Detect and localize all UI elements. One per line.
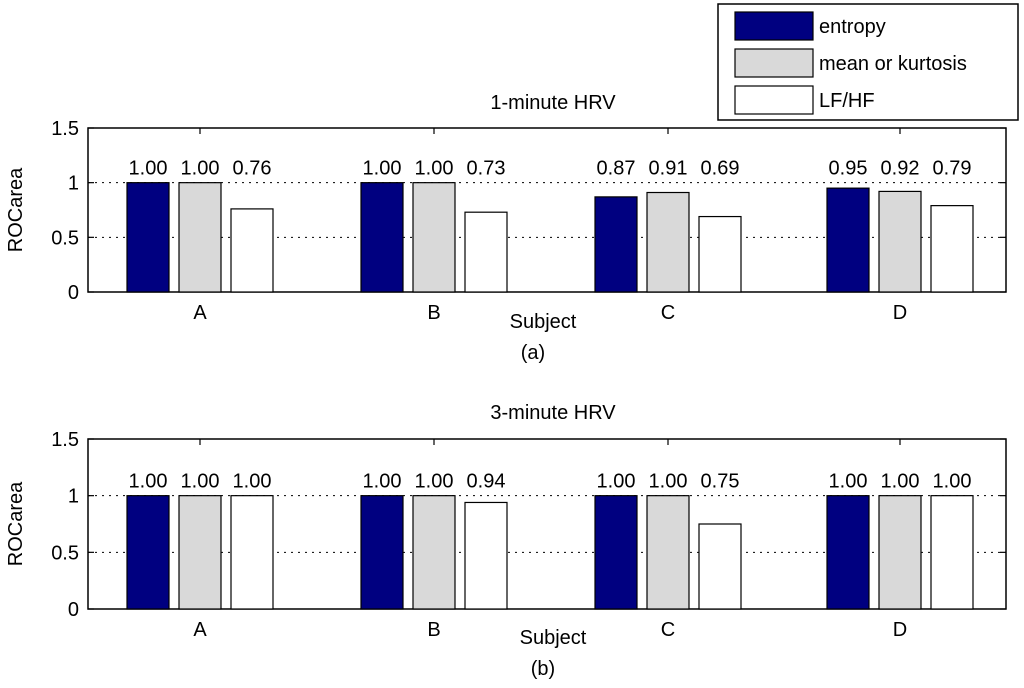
chart-title: 3-minute HRV xyxy=(490,402,616,424)
data-label: 1.00 xyxy=(415,158,454,180)
legend-label: LF/HF xyxy=(819,90,875,112)
data-label: 1.00 xyxy=(363,471,402,493)
y-axis-label: ROCarea xyxy=(5,167,27,252)
bar-lf-hf-a xyxy=(230,208,274,293)
legend-swatch xyxy=(734,48,814,78)
x-tick-label: D xyxy=(893,302,907,324)
data-label: 1.00 xyxy=(649,471,688,493)
chart-3-minute-hrv: 0 0.5 1 1.5 A 1.00 1.00 1.00 B 1.00 1.00 0.94 C 1.00 1… xyxy=(5,402,1007,680)
y-tick-label: 1 xyxy=(68,486,79,508)
bar-mean-or-kurtosis-a xyxy=(178,182,222,293)
legend-label: mean or kurtosis xyxy=(819,53,967,75)
bar-entropy-c xyxy=(594,196,638,293)
bar-lf-hf-a xyxy=(230,495,274,610)
y-tick-label: 0 xyxy=(68,282,79,304)
data-label: 1.00 xyxy=(181,471,220,493)
data-label: 0.87 xyxy=(597,158,636,180)
chart-1-minute-hrv: 0 0.5 1 1.5 A 1.00 1.00 0.76 B 1.00 1.00 0.73 C 0.87 0… xyxy=(5,92,1007,364)
bar-entropy-a xyxy=(126,182,170,293)
data-label: 1.00 xyxy=(829,471,868,493)
y-axis-label: ROCarea xyxy=(5,481,27,566)
bar-entropy-d xyxy=(826,495,870,610)
bar-lf-hf-b xyxy=(464,211,508,293)
bar-mean-or-kurtosis-d xyxy=(878,190,922,293)
data-label: 1.00 xyxy=(129,158,168,180)
legend-label: entropy xyxy=(819,16,886,38)
legend-swatch xyxy=(734,85,814,115)
data-label: 1.00 xyxy=(363,158,402,180)
bar-lf-hf-b xyxy=(464,501,508,610)
data-label: 0.75 xyxy=(701,471,740,493)
x-axis-label: Subject xyxy=(520,627,587,649)
bar-entropy-b xyxy=(360,495,404,610)
chart-caption: (a) xyxy=(521,342,545,364)
data-label: 1.00 xyxy=(415,471,454,493)
bar-mean-or-kurtosis-b xyxy=(412,182,456,293)
bar-entropy-c xyxy=(594,495,638,610)
y-tick-label: 1 xyxy=(68,173,79,195)
data-label: 1.00 xyxy=(181,158,220,180)
bar-mean-or-kurtosis-d xyxy=(878,495,922,610)
y-tick-label: 0.5 xyxy=(51,227,79,249)
bar-mean-or-kurtosis-c xyxy=(646,495,690,610)
data-label: 0.91 xyxy=(649,158,688,180)
data-label: 0.76 xyxy=(233,158,272,180)
x-tick-label: A xyxy=(193,302,207,324)
legend-swatch xyxy=(734,11,814,41)
x-tick-label: B xyxy=(427,302,440,324)
data-label: 0.94 xyxy=(467,471,506,493)
data-label: 1.00 xyxy=(933,471,972,493)
data-label: 1.00 xyxy=(129,471,168,493)
data-label: 0.69 xyxy=(701,158,740,180)
x-axis-label: Subject xyxy=(510,311,577,333)
y-tick-label: 1.5 xyxy=(51,429,79,451)
bar-lf-hf-c xyxy=(698,215,742,293)
bar-mean-or-kurtosis-a xyxy=(178,495,222,610)
data-label: 0.79 xyxy=(933,158,972,180)
data-label: 0.92 xyxy=(881,158,920,180)
x-tick-label: C xyxy=(661,619,675,641)
bar-lf-hf-d xyxy=(930,205,974,293)
bar-mean-or-kurtosis-b xyxy=(412,495,456,610)
data-label: 1.00 xyxy=(597,471,636,493)
x-tick-label: C xyxy=(661,302,675,324)
y-tick-label: 0.5 xyxy=(51,542,79,564)
bar-entropy-a xyxy=(126,495,170,610)
bar-entropy-b xyxy=(360,182,404,293)
y-tick-label: 0 xyxy=(68,599,79,621)
x-tick-label: B xyxy=(427,619,440,641)
chart-caption: (b) xyxy=(531,658,555,680)
bar-entropy-d xyxy=(826,187,870,293)
data-label: 0.73 xyxy=(467,158,506,180)
data-label: 1.00 xyxy=(233,471,272,493)
chart-title: 1-minute HRV xyxy=(490,92,616,114)
bar-lf-hf-d xyxy=(930,495,974,610)
x-tick-label: D xyxy=(893,619,907,641)
data-label: 1.00 xyxy=(881,471,920,493)
y-tick-label: 1.5 xyxy=(51,118,79,140)
data-label: 0.95 xyxy=(829,158,868,180)
bar-lf-hf-c xyxy=(698,523,742,610)
x-tick-label: A xyxy=(193,619,207,641)
bar-mean-or-kurtosis-c xyxy=(646,191,690,293)
legend: entropy mean or kurtosis LF/HF xyxy=(717,3,1019,121)
